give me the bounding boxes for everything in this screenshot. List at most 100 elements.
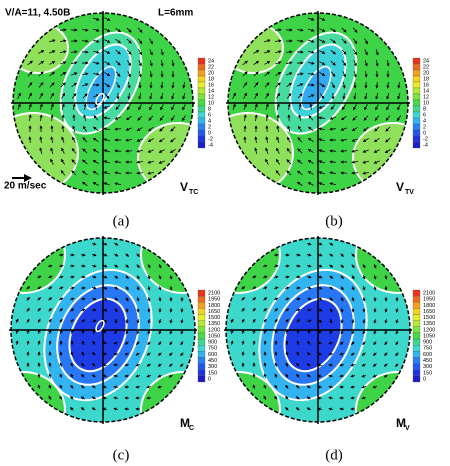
vector-arrow [285, 50, 293, 54]
colorbar-cell [412, 302, 421, 309]
vector-arrow [317, 407, 323, 411]
vector-arrow [60, 169, 66, 176]
colorbar-cell [412, 289, 421, 297]
vector-arrow [136, 318, 140, 324]
vector-arrow [340, 297, 344, 302]
vector-arrow [80, 385, 85, 389]
vector-arrow [81, 181, 88, 187]
vector-arrow [263, 384, 267, 389]
vector-arrow [308, 17, 315, 21]
vector-arrow [37, 307, 41, 312]
vector-arrow [263, 318, 267, 323]
vector-arrow [159, 115, 165, 122]
vector-arrow [136, 330, 140, 335]
vector-arrow [114, 182, 122, 186]
vector-arrow [297, 125, 302, 132]
contour-fill [13, 22, 69, 74]
vector-arrow [71, 92, 77, 99]
vector-arrow [329, 264, 334, 268]
vector-arrow [340, 138, 348, 142]
vector-arrow [232, 92, 236, 99]
vector-arrow [252, 373, 256, 379]
contour-fill [137, 122, 193, 193]
vector-arrow [309, 103, 313, 111]
vector-arrow [27, 71, 33, 77]
colorbar-cell [412, 81, 421, 89]
vector-arrow [157, 385, 163, 389]
vector-arrow [263, 297, 268, 301]
colorbar-label: 1800 [208, 303, 220, 309]
vector-arrow [58, 264, 64, 268]
vector-arrow [297, 137, 303, 143]
vector-arrow [241, 286, 246, 290]
vector-arrow [158, 318, 162, 324]
colorbar-cell [197, 117, 206, 125]
vector-arrow [351, 275, 355, 280]
vector-arrow [317, 385, 323, 389]
vector-arrow [26, 318, 30, 323]
colorbar-label: 1350 [423, 321, 435, 327]
vector-arrow [306, 396, 311, 400]
vector-arrow [241, 297, 245, 301]
vector-arrow [169, 274, 173, 280]
vector-arrow [157, 352, 162, 356]
vector-arrow [339, 341, 344, 345]
vector-arrow [137, 115, 143, 121]
colorbar-label: 2 [423, 124, 426, 130]
vector-arrow [146, 352, 151, 356]
vector-arrow [59, 318, 63, 323]
vector-arrow [395, 341, 399, 346]
vector-arrow [295, 396, 300, 400]
vector-arrow [81, 39, 89, 43]
vector-arrow [252, 329, 256, 335]
vector-arrow [37, 340, 41, 346]
contour-fill [140, 371, 195, 422]
vector-arrow [275, 72, 282, 76]
vector-arrow [160, 104, 164, 111]
vector-arrow [265, 158, 269, 165]
colorbar-label: 24 [423, 58, 429, 64]
vector-arrow [318, 171, 325, 175]
vector-arrow [37, 329, 41, 335]
vector-arrow [296, 340, 300, 346]
vector-arrow [329, 171, 337, 175]
vector-arrow [48, 384, 52, 389]
vector-arrow [60, 50, 67, 54]
vector-arrow [296, 351, 300, 356]
vector-arrow [126, 38, 132, 44]
vector-arrow [28, 114, 32, 122]
vector-arrow [59, 308, 64, 312]
vector-arrow [39, 114, 43, 122]
colorbar-label: 4 [208, 118, 211, 124]
vector-arrow [114, 330, 118, 335]
vector-arrow [395, 307, 399, 313]
vector-arrow [149, 49, 153, 56]
vector-arrow [361, 352, 366, 356]
colorbar-cell [412, 129, 421, 137]
vector-arrow [147, 149, 154, 153]
vector-arrow [169, 330, 173, 335]
vector-arrow [102, 396, 108, 400]
vector-arrow [71, 170, 77, 176]
vector-arrow [318, 105, 325, 109]
vector-arrow [104, 61, 111, 65]
vector-arrow [157, 363, 162, 367]
vector-arrow [384, 352, 388, 357]
vector-arrow [169, 318, 173, 324]
vector-arrow [241, 318, 245, 323]
vector-arrow [318, 127, 326, 131]
vector-arrow [69, 286, 75, 290]
vector-arrow [103, 160, 110, 164]
vector-arrow [230, 329, 234, 335]
vector-arrow [375, 81, 379, 89]
vector-arrow [146, 385, 152, 389]
vector-arrow [147, 285, 151, 291]
vector-arrow [373, 160, 380, 164]
vector-arrow [126, 60, 132, 67]
colorbar-cell [412, 75, 421, 83]
panel-caption: (d) [325, 447, 343, 463]
colorbar-label: 20 [208, 70, 214, 76]
colorbar-label: 450 [208, 358, 217, 364]
vector-arrow [50, 136, 54, 144]
vector-arrow [350, 352, 355, 356]
